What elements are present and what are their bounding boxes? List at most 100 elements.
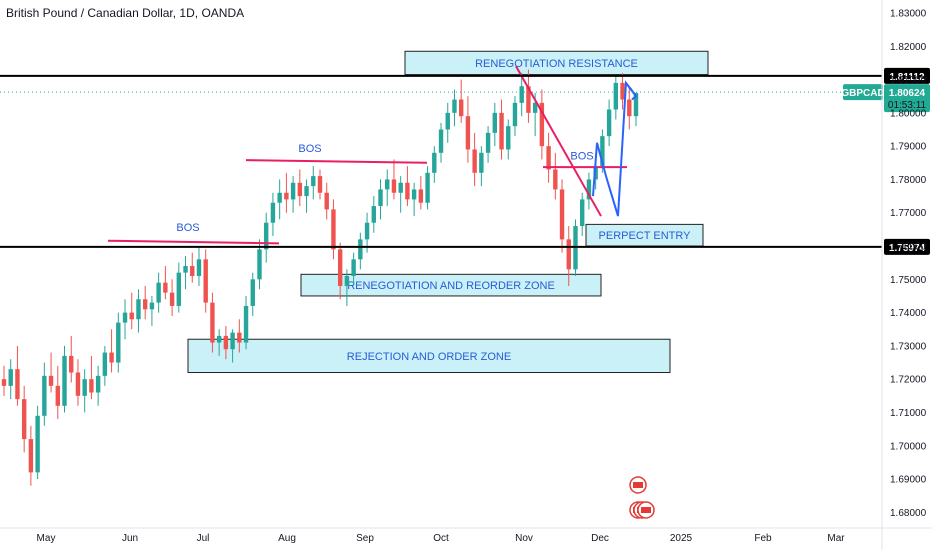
symbol-tag: [843, 84, 883, 101]
zone-label: RENEGOTIATION RESISTANCE: [475, 58, 638, 70]
candle-body: [512, 102, 518, 127]
y-tick-label: 1.74000: [890, 308, 927, 319]
candle-body: [586, 179, 592, 200]
candle-body: [109, 352, 114, 363]
candle-body: [129, 312, 134, 320]
candle-body: [163, 282, 168, 293]
x-tick-label: Jun: [122, 533, 138, 544]
candle-body: [169, 292, 175, 306]
candle-body: [432, 152, 437, 173]
candle-body: [465, 116, 471, 150]
candle-body: [485, 132, 491, 153]
candle-body: [539, 102, 545, 147]
candle-body: [337, 249, 343, 286]
trend-line: [515, 65, 602, 217]
candle-body: [102, 352, 108, 376]
candle-body: [358, 239, 363, 260]
events-layer: [629, 476, 655, 519]
y-tick-label: 1.83000: [890, 8, 927, 19]
candle-body: [364, 222, 370, 240]
candle-body: [15, 369, 20, 400]
event-flag-icon-inner: [633, 482, 643, 488]
y-tick-label: 1.68000: [890, 508, 927, 519]
candle-body: [210, 302, 215, 343]
candle-body: [277, 192, 282, 203]
candle-body: [378, 189, 383, 207]
candle-body: [613, 82, 619, 110]
y-tick-label: 1.81000: [890, 75, 927, 86]
candle-body: [304, 186, 309, 197]
candle-body: [600, 136, 605, 167]
candle-body: [411, 189, 417, 200]
bos-label: BOS: [176, 222, 199, 234]
zone-label: REJECTION AND ORDER ZONE: [347, 351, 511, 363]
x-tick-label: May: [37, 533, 56, 544]
x-tick-label: Sep: [356, 533, 374, 544]
drawings-layer: BOS BOS BOS: [107, 65, 638, 245]
candle-body: [28, 439, 34, 473]
candle-body: [499, 112, 504, 150]
candle-body: [566, 239, 571, 270]
x-tick-label: Oct: [433, 533, 449, 544]
candle-body: [425, 172, 430, 203]
candle-body: [230, 332, 235, 350]
candle-body: [257, 249, 262, 280]
y-tick-label: 1.78000: [890, 175, 927, 186]
zone-box: [300, 273, 602, 297]
candle-body: [21, 399, 27, 440]
symbol-tag-text: GBPCAD: [841, 88, 884, 99]
bos-line: [107, 239, 280, 245]
candle-body: [243, 305, 249, 343]
candle-body: [526, 86, 531, 113]
x-tick-label: Aug: [278, 533, 296, 544]
candle-body: [142, 299, 148, 310]
y-tick-label: 1.76000: [890, 242, 927, 253]
event-flag-icon-inner: [641, 507, 651, 513]
x-tick-label: Jul: [197, 533, 210, 544]
candle-body: [223, 335, 229, 350]
candle-body: [156, 282, 161, 303]
candle-body: [385, 179, 390, 190]
candle-body: [216, 335, 222, 343]
candle-body: [1, 379, 7, 386]
candle-body: [546, 146, 551, 170]
candle-body: [42, 375, 47, 416]
zone-label: RENEGOTIATION AND REORDER ZONE: [347, 280, 555, 292]
candle-body: [48, 375, 54, 386]
candle-body: [183, 265, 188, 273]
candle-body: [35, 415, 40, 473]
candle-body: [284, 192, 289, 200]
y-tick-label: 1.69000: [890, 475, 927, 486]
candle-body: [270, 202, 276, 223]
x-tick-label: Dec: [591, 533, 609, 544]
candle-body: [506, 126, 511, 150]
candle-body: [479, 152, 484, 173]
candle-body: [606, 109, 612, 137]
candle-body: [398, 182, 403, 193]
candle-body: [122, 312, 128, 323]
level-tag: [884, 67, 930, 84]
candle-body: [418, 189, 424, 203]
candle-body: [62, 355, 67, 406]
candle-body: [250, 279, 255, 306]
last-price-tag: [884, 84, 930, 113]
candle-body: [176, 272, 182, 306]
candle-body: [95, 375, 101, 393]
zone-label: PERPECT ENTRY: [599, 230, 692, 242]
candle-body: [203, 259, 208, 303]
projection-arrowhead: [629, 87, 638, 101]
candle-body: [445, 112, 450, 130]
candle-body: [116, 322, 121, 363]
candle-body: [69, 355, 74, 373]
y-tick-label: 1.77000: [890, 208, 927, 219]
candle-body: [264, 222, 269, 250]
candle-body: [297, 182, 303, 197]
bos-label: BOS: [298, 143, 321, 155]
candle-body: [344, 275, 350, 286]
y-tick-label: 1.75000: [890, 275, 927, 286]
candle-body: [55, 385, 60, 406]
bos-line: [245, 159, 428, 164]
